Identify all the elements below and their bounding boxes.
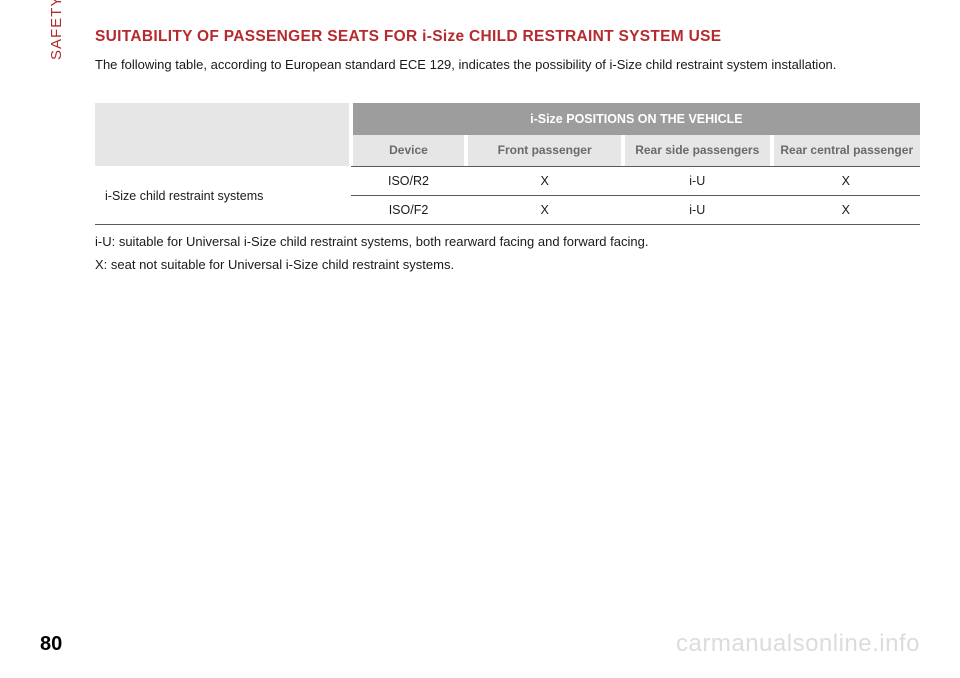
cell: ISO/F2 (351, 196, 467, 224)
cell: X (772, 167, 921, 195)
col-rear-side: Rear side passengers (623, 135, 772, 167)
watermark: carmanualsonline.info (676, 630, 920, 658)
cell: X (466, 196, 623, 224)
table-rule (95, 224, 920, 225)
cell: ISO/R2 (351, 167, 467, 195)
note-iu: i-U: suitable for Universal i-Size child… (95, 231, 920, 253)
cell: X (466, 167, 623, 195)
col-device: Device (351, 135, 467, 167)
table-subheader-blank (95, 135, 351, 167)
table-row: i-Size child restraint systems ISO/R2 X … (95, 167, 920, 195)
intro-paragraph: The following table, according to Europe… (95, 56, 920, 75)
note-x: X: seat not suitable for Universal i-Siz… (95, 254, 920, 276)
col-rear-central: Rear central passenger (772, 135, 921, 167)
table-header-row: i-Size POSITIONS ON THE VEHICLE (95, 103, 920, 135)
page-title: SUITABILITY OF PASSENGER SEATS FOR i-Siz… (95, 28, 920, 46)
table-header-blank (95, 103, 351, 135)
page-content: SUITABILITY OF PASSENGER SEATS FOR i-Siz… (95, 28, 920, 276)
table-subheader-row: Device Front passenger Rear side passeng… (95, 135, 920, 167)
col-front-passenger: Front passenger (466, 135, 623, 167)
cell: i-U (623, 167, 772, 195)
cell: X (772, 196, 921, 224)
table-notes: i-U: suitable for Universal i-Size child… (95, 231, 920, 275)
page-number: 80 (40, 633, 62, 656)
row-label: i-Size child restraint systems (95, 167, 351, 224)
suitability-table: i-Size POSITIONS ON THE VEHICLE Device F… (95, 103, 920, 226)
table-positions-header: i-Size POSITIONS ON THE VEHICLE (351, 103, 920, 135)
cell: i-U (623, 196, 772, 224)
section-side-label: SAFETY (48, 0, 65, 60)
